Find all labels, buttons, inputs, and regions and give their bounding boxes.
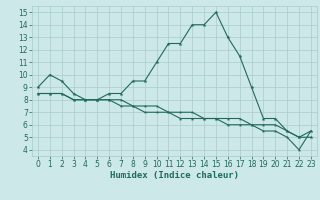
- X-axis label: Humidex (Indice chaleur): Humidex (Indice chaleur): [110, 171, 239, 180]
